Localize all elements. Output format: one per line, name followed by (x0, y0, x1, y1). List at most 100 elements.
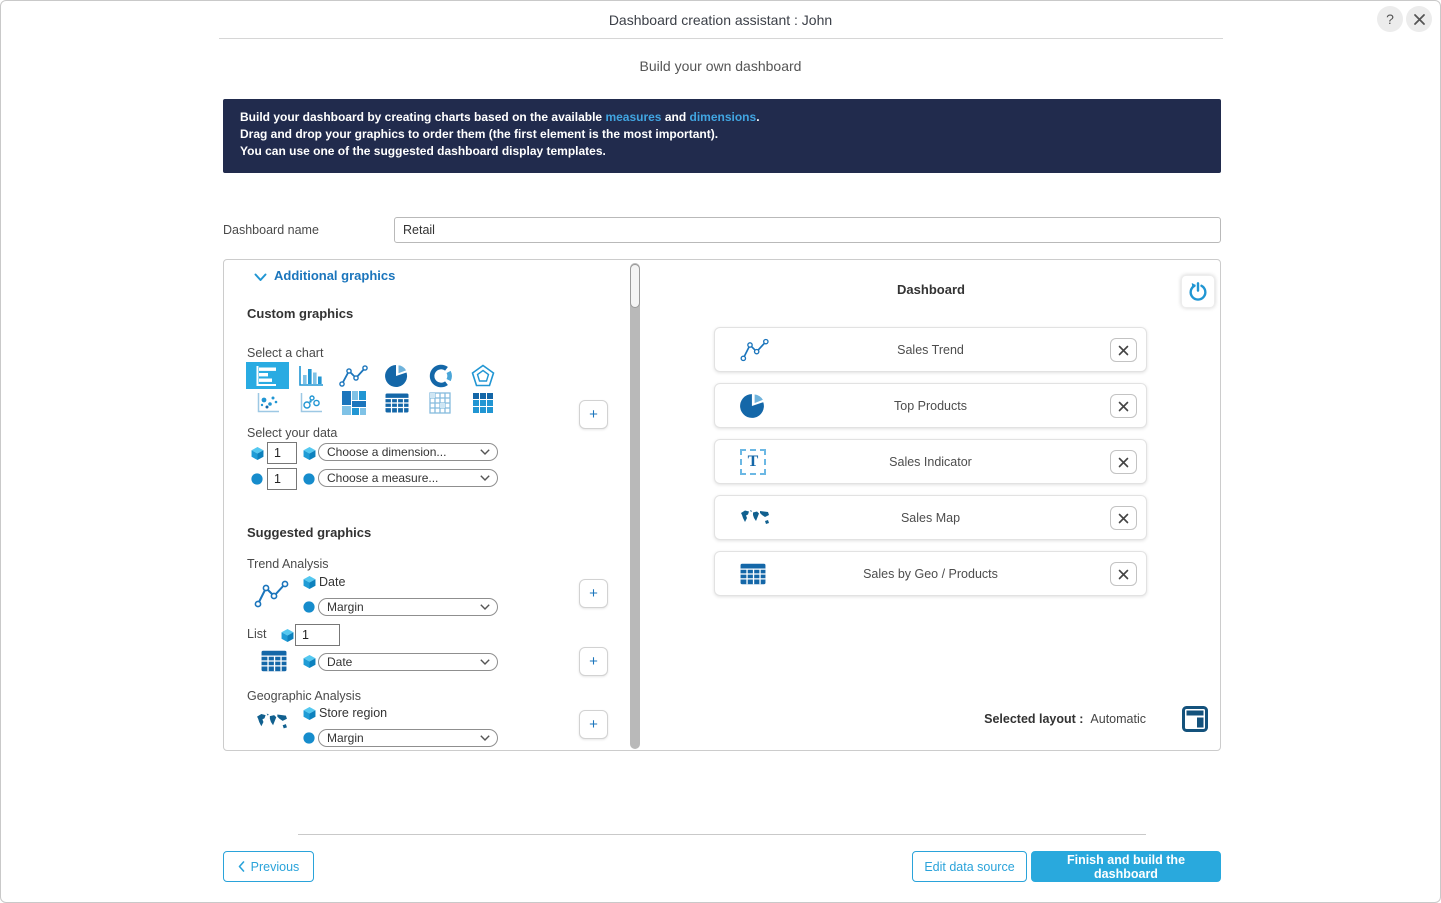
chart-type-horizontal-bar[interactable] (246, 362, 289, 389)
dashboard-name-input[interactable] (394, 217, 1221, 243)
chart-type-radar[interactable] (461, 362, 504, 389)
measure-select[interactable]: Choose a measure... (318, 469, 498, 487)
dashboard-name-label: Dashboard name (223, 223, 319, 237)
reset-icon (1189, 281, 1207, 301)
measure-circle-icon (303, 473, 315, 485)
help-icon: ? (1386, 11, 1394, 27)
chart-type-treemap[interactable] (332, 389, 375, 416)
list-count-input[interactable] (295, 624, 340, 646)
dashboard-card-sales-indicator[interactable]: T Sales Indicator (714, 439, 1147, 484)
scatter-plot-icon (257, 392, 279, 412)
dashboard-card-sales-map[interactable]: Sales Map (714, 495, 1147, 540)
layout-icon[interactable] (1182, 706, 1208, 732)
bubble-chart-icon (300, 392, 322, 412)
dimension-cube-icon (303, 447, 316, 460)
grid-table-icon (428, 391, 451, 414)
selected-layout: Selected layout : Automatic (984, 712, 1146, 726)
finish-build-dashboard-button[interactable]: Finish and build the dashboard (1031, 851, 1221, 882)
add-custom-chart-button[interactable]: + (579, 400, 608, 429)
dashboard-card-sales-by-geo-products[interactable]: Sales by Geo / Products (714, 551, 1147, 596)
chevron-down-icon (480, 735, 490, 741)
close-icon (1118, 345, 1129, 355)
add-list-button[interactable]: + (579, 647, 608, 676)
info-line-2: Drag and drop your graphics to order the… (240, 127, 719, 141)
chevron-down-icon[interactable] (254, 273, 267, 282)
measures-link[interactable]: measures (605, 110, 662, 124)
chevron-down-icon (480, 659, 490, 665)
footer-divider (298, 834, 1146, 835)
line-chart-icon (254, 580, 289, 608)
table-icon (261, 650, 287, 672)
trend-measure-select[interactable]: Margin (318, 598, 498, 616)
remove-card-button[interactable] (1110, 450, 1137, 474)
reset-dashboard-button[interactable] (1181, 275, 1215, 308)
add-trend-analysis-button[interactable]: + (579, 579, 608, 608)
info-line-1: Build your dashboard by creating charts … (240, 110, 760, 124)
remove-card-button[interactable] (1110, 506, 1137, 530)
radar-chart-icon (471, 364, 494, 386)
list-dimension-select[interactable]: Date (318, 653, 498, 671)
chart-type-pie[interactable] (375, 362, 418, 389)
dimension-cube-icon (303, 576, 316, 589)
suggested-graphics-heading: Suggested graphics (247, 525, 372, 540)
dimension-cube-icon (303, 707, 316, 720)
chart-type-column[interactable] (289, 362, 332, 389)
remove-card-button[interactable] (1110, 394, 1137, 418)
dimension-select[interactable]: Choose a dimension... (318, 443, 498, 461)
pie-chart-icon (384, 363, 407, 387)
chart-type-grid[interactable] (418, 389, 461, 416)
additional-graphics-toggle[interactable]: Additional graphics (274, 268, 396, 283)
chart-type-bubble[interactable] (289, 389, 332, 416)
info-line-3: You can use one of the suggested dashboa… (240, 144, 606, 158)
line-chart-icon (740, 328, 770, 371)
donut-chart-icon (429, 364, 452, 387)
close-icon (1118, 457, 1129, 467)
card-label: Sales Trend (897, 342, 964, 357)
pivot-table-icon (472, 392, 493, 413)
close-icon (1118, 513, 1129, 523)
chart-type-line[interactable] (332, 362, 375, 389)
treemap-icon (341, 390, 366, 415)
close-button[interactable] (1406, 6, 1432, 32)
page-subtitle: Build your own dashboard (639, 58, 802, 74)
remove-card-button[interactable] (1110, 338, 1137, 362)
chart-type-donut[interactable] (418, 362, 461, 389)
dashboard-heading: Dashboard (897, 282, 965, 297)
left-panel-scrollbar[interactable] (630, 263, 640, 749)
previous-button[interactable]: Previous (223, 851, 314, 882)
world-map-icon (740, 496, 770, 539)
chart-type-scatter[interactable] (246, 389, 289, 416)
chevron-down-icon (480, 475, 490, 481)
chart-type-pivot-table[interactable] (461, 389, 504, 416)
table-icon (740, 552, 766, 595)
dimensions-link[interactable]: dimensions (689, 110, 757, 124)
card-label: Sales by Geo / Products (863, 566, 998, 581)
dashboard-card-sales-trend[interactable]: Sales Trend (714, 327, 1147, 372)
select-data-label: Select your data (247, 426, 338, 440)
close-icon (1118, 401, 1129, 411)
card-label: Sales Map (900, 510, 961, 525)
help-button[interactable]: ? (1377, 6, 1403, 32)
chart-type-picker (246, 362, 504, 416)
table-icon (385, 393, 408, 412)
add-geographic-analysis-button[interactable]: + (579, 710, 608, 739)
chart-type-table[interactable] (375, 389, 418, 416)
dimension-count-input[interactable] (267, 442, 297, 464)
measure-count-input[interactable] (267, 468, 297, 490)
column-chart-icon (298, 365, 323, 386)
geo-dimension-label: Store region (319, 706, 388, 720)
remove-card-button[interactable] (1110, 562, 1137, 586)
main-panel: Additional graphics Custom graphics Sele… (223, 259, 1221, 751)
pie-chart-icon (740, 384, 766, 427)
dashboard-card-top-products[interactable]: Top Products (714, 383, 1147, 428)
geo-measure-select[interactable]: Margin (318, 729, 498, 747)
measure-circle-icon (303, 601, 315, 613)
chevron-left-icon (238, 861, 244, 872)
world-map-icon (257, 713, 287, 729)
scrollbar-thumb[interactable] (630, 264, 640, 308)
custom-graphics-heading: Custom graphics (247, 306, 354, 321)
dimension-cube-icon (281, 629, 294, 642)
edit-data-source-button[interactable]: Edit data source (912, 851, 1027, 882)
dimension-cube-icon (251, 447, 264, 460)
